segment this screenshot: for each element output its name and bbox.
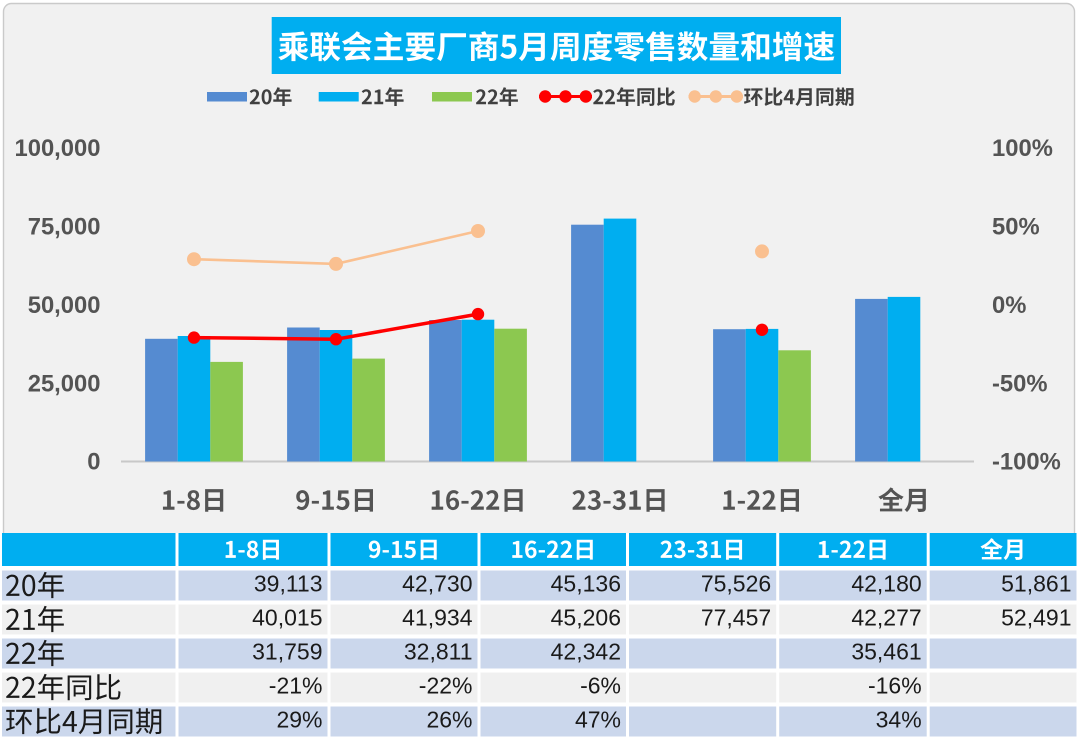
svg-text:51,861: 51,861: [1001, 571, 1071, 597]
svg-text:39,113: 39,113: [254, 571, 323, 597]
svg-text:0%: 0%: [992, 292, 1026, 319]
svg-text:50%: 50%: [992, 214, 1040, 241]
svg-text:31,759: 31,759: [252, 639, 322, 665]
svg-text:-21%: -21%: [269, 673, 323, 699]
svg-text:75,000: 75,000: [28, 214, 101, 241]
svg-text:42,180: 42,180: [851, 571, 921, 597]
svg-text:50,000: 50,000: [28, 292, 101, 319]
svg-text:32,811: 32,811: [404, 639, 473, 665]
svg-text:77,457: 77,457: [701, 605, 771, 631]
svg-text:45,206: 45,206: [551, 605, 621, 631]
svg-text:29%: 29%: [276, 707, 322, 733]
svg-text:42,277: 42,277: [851, 605, 921, 631]
svg-text:-100%: -100%: [992, 449, 1061, 476]
svg-text:40,015: 40,015: [252, 605, 322, 631]
svg-text:100,000: 100,000: [14, 135, 100, 162]
svg-text:-16%: -16%: [868, 673, 922, 699]
svg-text:-22%: -22%: [419, 673, 473, 699]
svg-text:35,461: 35,461: [851, 639, 921, 665]
svg-text:41,934: 41,934: [402, 605, 473, 631]
svg-text:42,342: 42,342: [551, 639, 621, 665]
svg-text:26%: 26%: [426, 707, 472, 733]
svg-text:75,526: 75,526: [701, 571, 771, 597]
svg-text:42,730: 42,730: [402, 571, 472, 597]
svg-text:0: 0: [87, 449, 100, 476]
svg-text:45,136: 45,136: [551, 571, 621, 597]
svg-text:-50%: -50%: [992, 370, 1048, 397]
svg-text:25,000: 25,000: [28, 370, 101, 397]
svg-text:34%: 34%: [876, 707, 922, 733]
svg-text:47%: 47%: [575, 707, 621, 733]
svg-text:52,491: 52,491: [1001, 605, 1071, 631]
svg-text:100%: 100%: [992, 135, 1053, 162]
svg-text:-6%: -6%: [580, 673, 621, 699]
